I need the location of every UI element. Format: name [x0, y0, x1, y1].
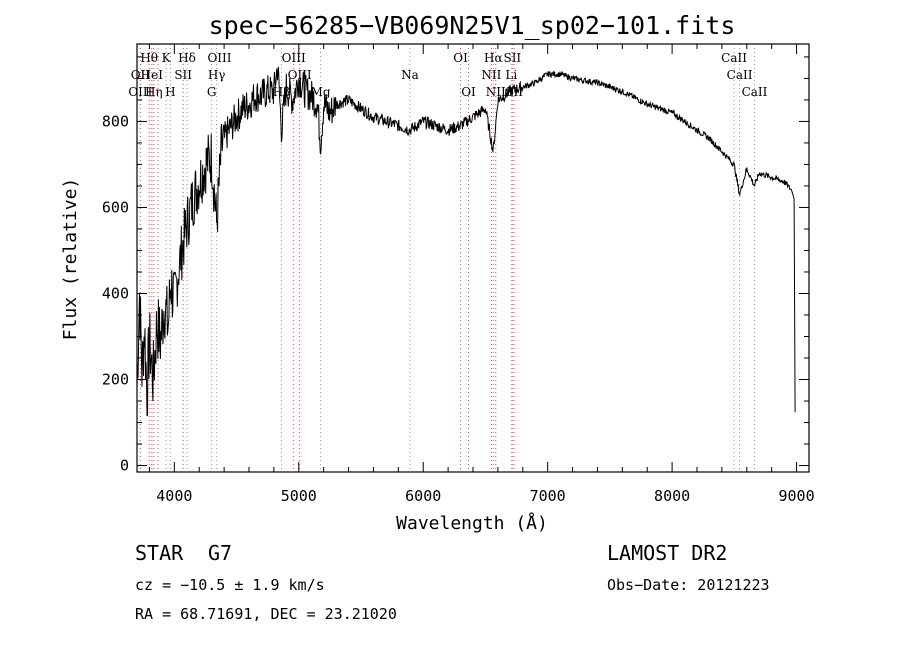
spectral-line-label: HeI — [141, 68, 164, 82]
spectral-line-label: Hθ — [140, 51, 158, 65]
x-axis: 4000 5000 6000 7000 8000 9000 — [148, 44, 815, 505]
spectral-line-label: OI — [453, 51, 468, 65]
chart-title: spec−56285−VB069N25V1_sp02−101.fits — [209, 11, 736, 40]
spectral-line-label: NII — [481, 68, 501, 82]
y-tick-label: 400 — [102, 284, 129, 302]
object-class: STAR — [135, 541, 184, 565]
spectral-line-label: H — [165, 85, 175, 99]
y-tick-label: 600 — [102, 198, 129, 216]
x-tick-label: 4000 — [156, 487, 192, 505]
plot-frame — [136, 43, 810, 473]
spectral-line-markers — [139, 44, 755, 472]
spectral-line-label: CaII — [721, 51, 747, 65]
coordinates: RA = 68.71691, DEC = 23.21020 — [135, 605, 397, 623]
spectral-line-label: K — [162, 51, 172, 65]
object-subclass: G7 — [208, 541, 232, 565]
spectral-line-label: OIII — [282, 51, 306, 65]
x-tick-label: 7000 — [530, 487, 566, 505]
spectral-line-label: OIII — [207, 51, 231, 65]
spectral-line-label: SII — [174, 68, 192, 82]
spectral-line-label: CaII — [742, 85, 768, 99]
spectral-line-label: Hη — [145, 85, 163, 99]
spectral-line-label: OII — [131, 68, 151, 82]
y-tick-label: 200 — [102, 371, 129, 389]
spectral-line-label: Hδ — [178, 51, 196, 65]
y-tick-label: 800 — [102, 112, 129, 130]
y-axis-label: Flux (relative) — [60, 178, 81, 341]
survey-name: LAMOST DR2 — [607, 541, 727, 565]
spectral-line-label: SII — [503, 51, 521, 65]
observation-date: Obs−Date: 20121223 — [607, 576, 770, 594]
y-axis: 0 200 400 600 800 — [102, 56, 809, 475]
spectral-line-label: G — [207, 85, 217, 99]
redshift-cz: cz = −10.5 ± 1.9 km/s — [135, 576, 325, 594]
y-tick-label: 0 — [120, 457, 129, 475]
x-tick-label: 8000 — [654, 487, 690, 505]
spectrum-series — [136, 66, 796, 417]
spectral-line-label: Na — [401, 68, 419, 82]
spectral-line-label: CaII — [727, 68, 753, 82]
spectral-line-label: Li — [505, 68, 517, 82]
x-tick-label: 9000 — [778, 487, 814, 505]
x-tick-label: 5000 — [281, 487, 317, 505]
spectral-line-label: OI — [461, 85, 476, 99]
spectral-line-label: NII — [486, 85, 506, 99]
x-tick-label: 6000 — [405, 487, 441, 505]
spectral-line-label: OIII — [128, 85, 152, 99]
x-axis-label: Wavelength (Å) — [396, 512, 548, 534]
spectral-line-label: Hα — [484, 51, 503, 65]
spectral-line-label: Hγ — [208, 68, 226, 82]
